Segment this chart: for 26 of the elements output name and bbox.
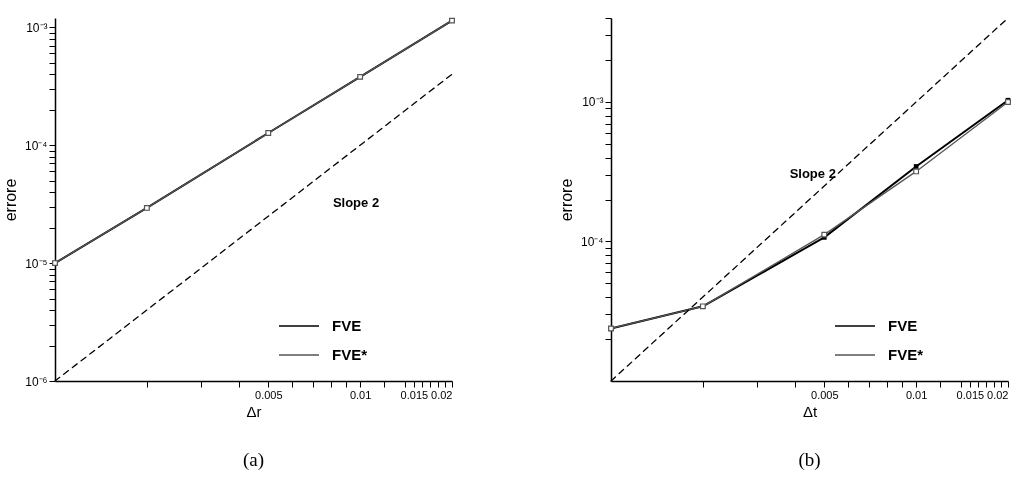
- text: (b): [798, 449, 821, 471]
- x-tick-label: 0.005: [811, 388, 839, 401]
- y-tick-label: 10⁻⁵: [25, 256, 48, 271]
- x-tick-label: 0.02: [431, 388, 453, 401]
- y-tick-label: 10⁻⁴: [24, 138, 48, 153]
- legend-label: FVE: [332, 317, 362, 334]
- y-tick-label: 10⁻⁶: [25, 374, 48, 389]
- text: (a): [242, 449, 265, 471]
- y-axis-title: errore: [2, 178, 19, 222]
- legend-label: FVE: [888, 317, 918, 334]
- annotation: Slope 2: [789, 166, 836, 182]
- y-tick-label: 10⁻⁴: [580, 235, 604, 249]
- legend-label: FVE*: [332, 346, 368, 363]
- x-tick-label: 0.01: [905, 388, 928, 401]
- x-axis-title: Δt: [802, 402, 818, 420]
- annotation: Slope 2: [332, 195, 380, 211]
- y-tick-label: 10⁻³: [26, 20, 48, 35]
- x-tick-label: 0.005: [255, 388, 283, 401]
- x-tick-label: 0.015: [956, 388, 985, 401]
- x-tick-label: 0.01: [349, 388, 372, 401]
- legend-label: FVE*: [888, 346, 924, 363]
- x-tick-label: 0.015: [400, 388, 429, 401]
- y-tick-label: 10⁻³: [582, 95, 604, 110]
- x-tick-label: 0.02: [987, 388, 1009, 401]
- x-axis-title: Δr: [246, 402, 262, 420]
- y-axis-title: errore: [558, 178, 575, 222]
